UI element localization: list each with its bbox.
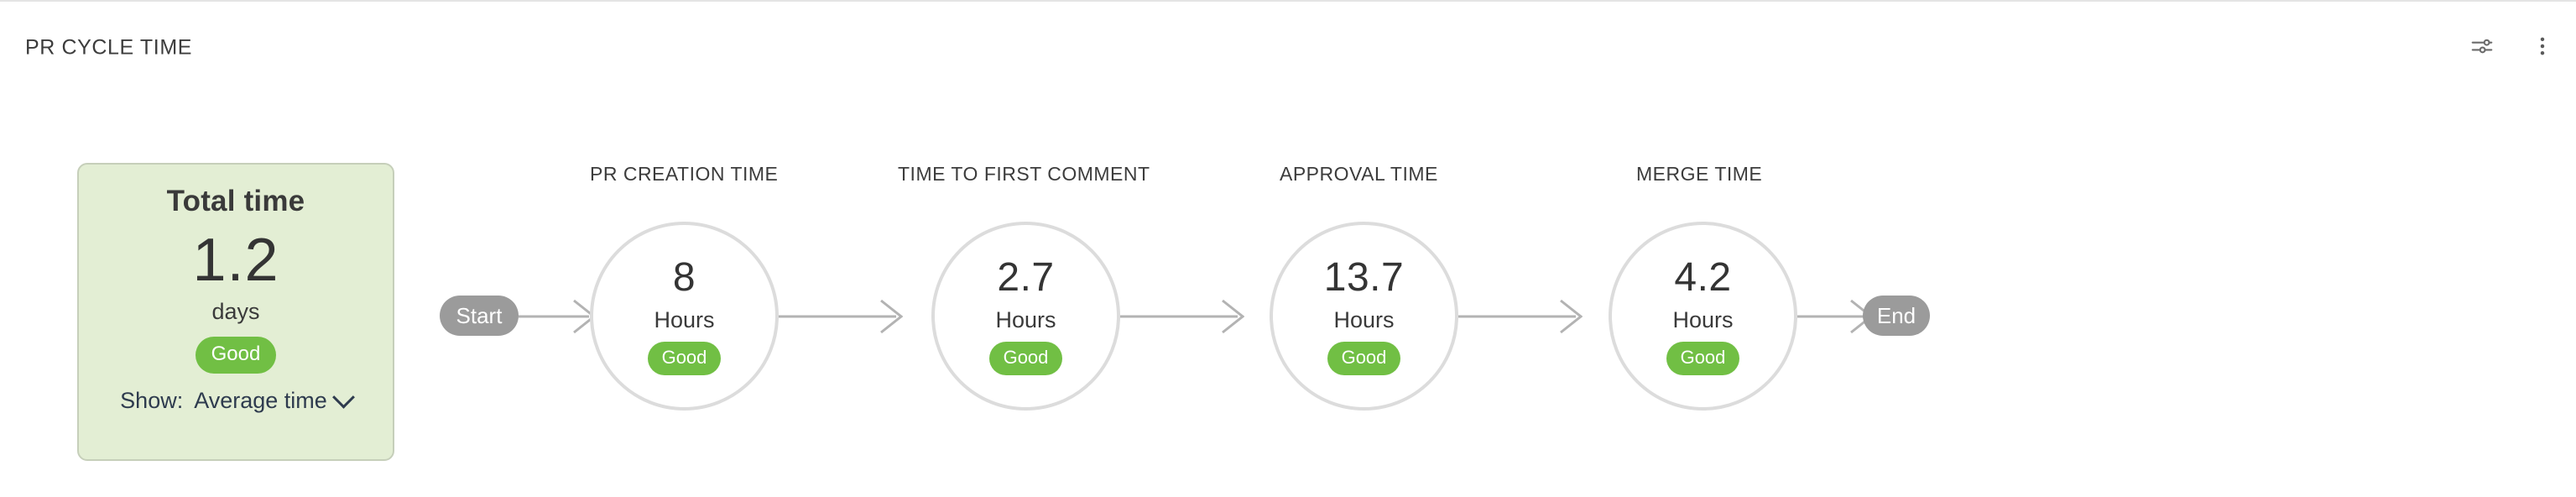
stage-status-badge: Good	[647, 341, 722, 375]
total-time-title: Total time	[166, 185, 305, 217]
stage-label-time-to-first-comment: TIME TO FIRST COMMENT	[898, 163, 1150, 185]
settings-sliders-icon	[2469, 34, 2495, 63]
status-badge: Good	[195, 336, 277, 374]
total-time-card: Total time 1.2 days Good Show: Average t…	[77, 163, 394, 461]
stage-status-badge: Good	[1666, 341, 1740, 375]
connector-stage-1-to-stage-2	[779, 294, 904, 339]
connector-start-to-stage-1	[519, 294, 597, 339]
flow-start-pill: Start	[440, 296, 519, 336]
stage-value: 4.2	[1674, 254, 1732, 300]
header-actions	[2464, 29, 2561, 66]
connector-stage-3-to-stage-4	[1458, 294, 1583, 339]
show-label: Show:	[120, 388, 184, 413]
show-time-mode-value: Average time	[194, 388, 327, 413]
stage-node-time-to-first-comment[interactable]: 2.7 Hours Good	[931, 222, 1120, 411]
show-row: Show: Average time	[79, 385, 393, 414]
total-time-value: 1.2	[192, 226, 279, 294]
show-time-mode-select[interactable]: Average time	[194, 385, 355, 414]
stage-value: 2.7	[997, 254, 1055, 300]
connector-stage-2-to-stage-3	[1120, 294, 1245, 339]
widget-header: PR CYCLE TIME	[0, 2, 2576, 81]
stage-unit: Hours	[654, 306, 715, 332]
stage-unit: Hours	[1672, 306, 1734, 332]
stage-value: 13.7	[1323, 254, 1405, 300]
settings-sliders-button[interactable]	[2464, 29, 2500, 66]
more-vertical-icon	[2531, 34, 2554, 62]
total-time-unit: days	[211, 299, 260, 325]
stage-node-pr-creation-time[interactable]: 8 Hours Good	[590, 222, 779, 411]
stage-label-merge-time: MERGE TIME	[1636, 163, 1763, 185]
stage-value: 8	[672, 254, 696, 300]
stage-node-merge-time[interactable]: 4.2 Hours Good	[1609, 222, 1797, 411]
stage-label-approval-time: APPROVAL TIME	[1280, 163, 1438, 185]
stage-status-badge: Good	[1327, 341, 1401, 375]
chevron-down-icon	[331, 385, 355, 409]
connector-stage-4-to-end	[1797, 294, 1874, 339]
stage-unit: Hours	[1333, 306, 1395, 332]
stage-unit: Hours	[995, 306, 1056, 332]
more-options-button[interactable]	[2524, 29, 2561, 66]
page-title: PR CYCLE TIME	[25, 35, 193, 60]
stage-status-badge: Good	[988, 341, 1063, 375]
flow-end-pill: End	[1863, 296, 1930, 336]
stage-label-pr-creation-time: PR CREATION TIME	[590, 163, 779, 185]
stage-node-approval-time[interactable]: 13.7 Hours Good	[1270, 222, 1458, 411]
